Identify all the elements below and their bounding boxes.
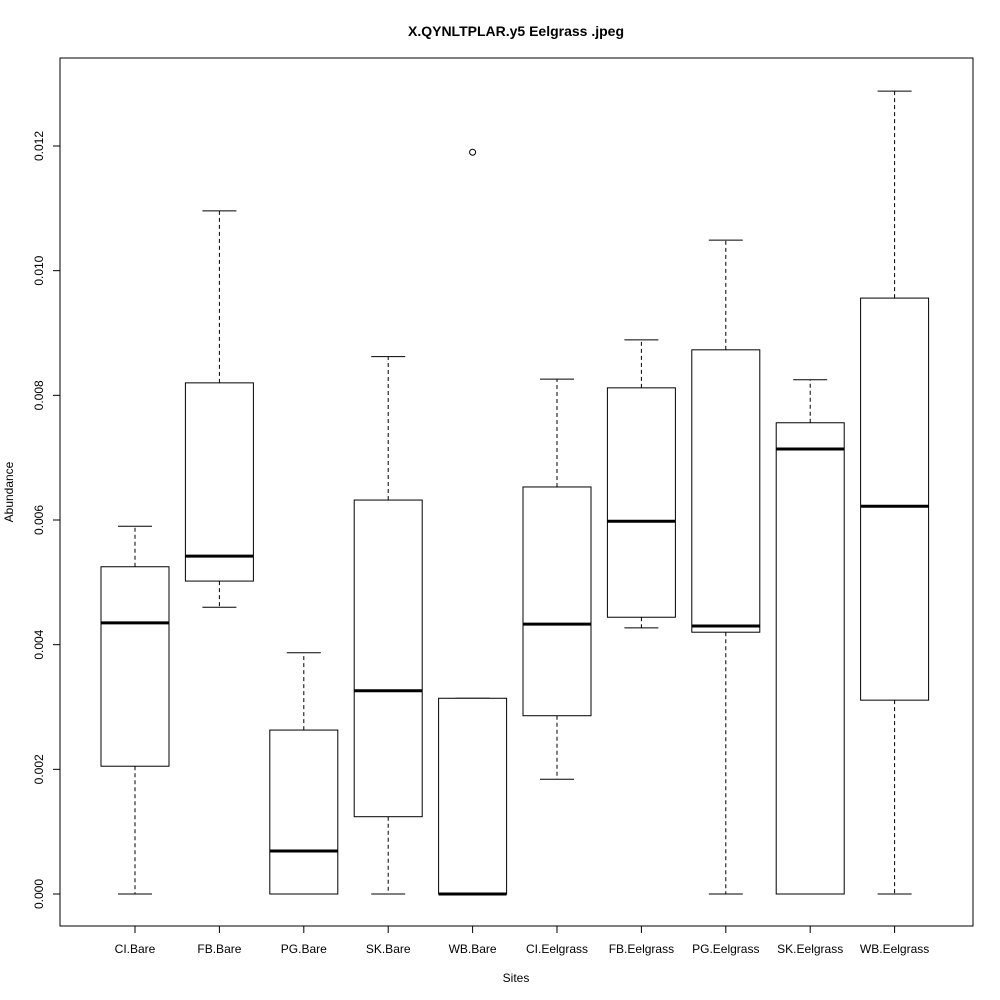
box-pg-bare xyxy=(269,652,339,895)
x-axis: CI.Bare FB.Bare PG.Bare SK.Bare WB.Bare CI.Ee… xyxy=(115,925,929,956)
box-wb-eelgrass xyxy=(860,90,930,895)
iqr-box xyxy=(100,566,170,767)
box-ci-bare xyxy=(100,525,170,895)
box-sk-bare xyxy=(353,356,423,895)
x-tick-label: FB.Bare xyxy=(197,942,241,956)
x-tick-label: CI.Eelgrass xyxy=(526,942,588,956)
y-tick-label: 0.000 xyxy=(32,879,46,909)
iqr-box xyxy=(775,422,845,895)
x-tick-label: PG.Eelgrass xyxy=(692,942,759,956)
y-tick-label: 0.004 xyxy=(32,629,46,659)
box-sk-eelgrass xyxy=(775,379,845,895)
iqr-box xyxy=(353,499,423,818)
x-tick-label: FB.Eelgrass xyxy=(609,942,674,956)
x-tick-label: SK.Bare xyxy=(366,942,411,956)
x-tick-label: PG.Bare xyxy=(281,942,327,956)
y-axis-label: Abundance xyxy=(2,461,16,522)
x-tick-label: WB.Bare xyxy=(449,942,497,956)
x-tick-label: WB.Eelgrass xyxy=(860,942,929,956)
x-tick-label: SK.Eelgrass xyxy=(777,942,843,956)
y-tick-label: 0.006 xyxy=(32,505,46,535)
chart-title: X.QYNLTPLAR.y5 Eelgrass .jpeg xyxy=(408,23,624,39)
iqr-box xyxy=(184,382,254,582)
y-axis: 0.000 0.002 0.004 0.006 0.008 0.010 0.012 xyxy=(32,131,61,909)
y-tick-label: 0.012 xyxy=(32,131,46,161)
outlier-point xyxy=(469,148,477,156)
iqr-box xyxy=(606,387,676,618)
box-ci-eelgrass xyxy=(522,378,592,780)
box-pg-eelgrass xyxy=(691,239,761,895)
y-tick-label: 0.010 xyxy=(32,255,46,285)
x-tick-label: CI.Bare xyxy=(115,942,156,956)
box-fb-eelgrass xyxy=(606,339,676,629)
iqr-box xyxy=(522,486,592,717)
y-tick-label: 0.002 xyxy=(32,754,46,784)
iqr-box xyxy=(691,349,761,633)
y-tick-label: 0.008 xyxy=(32,380,46,410)
box-wb-bare xyxy=(438,148,508,896)
boxes xyxy=(100,90,930,896)
iqr-box xyxy=(860,297,930,701)
box-fb-bare xyxy=(184,210,254,608)
iqr-box xyxy=(438,697,508,895)
x-axis-label: Sites xyxy=(503,971,530,985)
iqr-box xyxy=(269,729,339,895)
